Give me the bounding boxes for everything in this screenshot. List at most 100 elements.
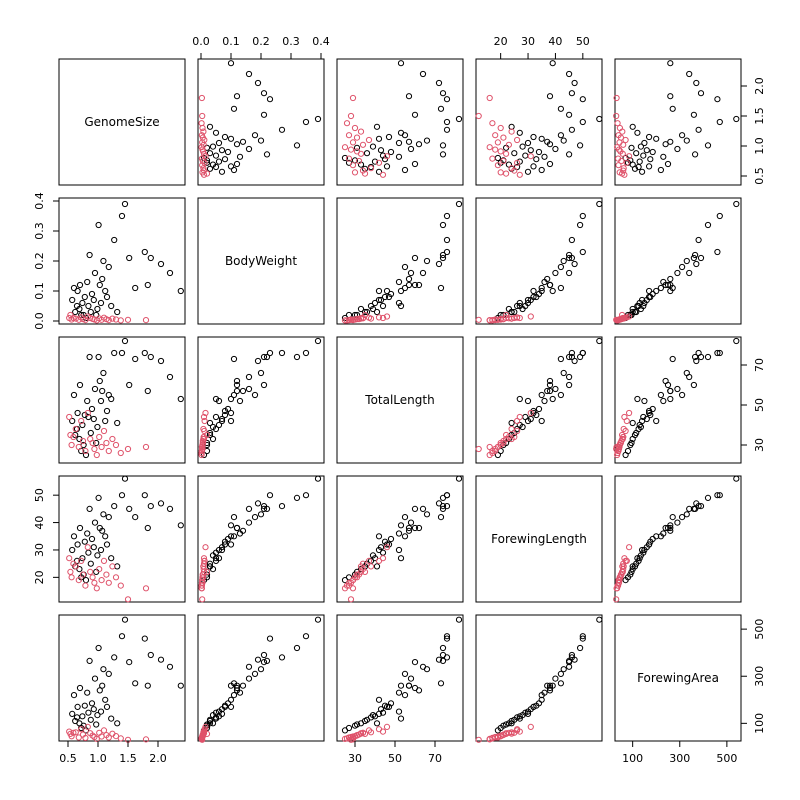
data-point-black — [695, 126, 702, 133]
data-point-black — [251, 132, 259, 139]
panel-frame — [475, 614, 603, 742]
data-point-black — [233, 684, 241, 692]
data-point-black — [218, 417, 226, 425]
data-point-black — [361, 308, 369, 316]
data-point-black — [215, 708, 223, 715]
data-point-black — [494, 727, 501, 734]
data-point-black — [278, 503, 286, 510]
data-point-black — [395, 139, 403, 147]
data-point-black — [692, 251, 699, 259]
x-tick-label: 40 — [548, 35, 562, 48]
data-point-black — [437, 680, 445, 687]
data-point-red — [70, 314, 77, 322]
data-point-red — [84, 723, 91, 731]
data-point-black — [230, 533, 238, 540]
data-point-red — [198, 132, 205, 139]
data-point-black — [84, 278, 91, 286]
data-point-black — [209, 720, 217, 727]
data-point-black — [221, 407, 229, 415]
data-point-black — [369, 712, 377, 719]
data-point-red — [345, 132, 353, 139]
data-point-black — [679, 263, 686, 271]
data-point-black — [85, 302, 92, 310]
data-point-black — [257, 369, 265, 377]
data-point-black — [395, 708, 403, 715]
data-point-black — [415, 141, 423, 148]
data-point-black — [679, 391, 686, 399]
data-point-black — [519, 423, 526, 431]
data-point-black — [245, 373, 253, 381]
data-point-black — [653, 533, 660, 540]
data-point-black — [636, 158, 643, 165]
data-point-black — [546, 281, 554, 289]
data-point-red — [351, 733, 359, 740]
data-point-black — [293, 494, 301, 501]
panel-frame — [475, 336, 603, 464]
data-point-black — [132, 514, 139, 521]
data-point-black — [245, 385, 253, 393]
data-point-black — [74, 703, 81, 711]
data-point-black — [257, 511, 265, 518]
data-point-black — [233, 524, 241, 532]
data-point-black — [397, 129, 405, 136]
data-point-black — [144, 524, 151, 532]
data-point-black — [549, 60, 556, 67]
data-point-black — [144, 387, 151, 395]
data-point-black — [566, 151, 573, 158]
data-point-red — [359, 141, 367, 148]
data-point-black — [669, 355, 676, 363]
data-point-black — [97, 397, 105, 405]
data-point-black — [100, 369, 107, 377]
data-point-black — [401, 263, 409, 271]
data-point-red — [200, 413, 208, 421]
data-point-black — [215, 158, 223, 165]
data-point-black — [227, 533, 235, 540]
data-point-black — [662, 377, 669, 385]
variable-label-genome-size: GenomeSize — [84, 115, 159, 129]
data-point-black — [206, 123, 214, 130]
y-tick-label: 30 — [753, 438, 766, 452]
data-point-black — [549, 287, 556, 295]
data-point-black — [439, 651, 447, 659]
data-point-red — [497, 439, 504, 447]
data-point-red — [200, 128, 207, 135]
data-point-black — [227, 135, 235, 142]
data-point-black — [628, 439, 635, 447]
data-point-red — [375, 314, 383, 321]
data-point-black — [733, 115, 740, 123]
data-point-red — [198, 94, 205, 102]
y-tick-label: 20 — [33, 570, 46, 584]
data-point-red — [112, 733, 120, 740]
data-point-red — [84, 544, 91, 551]
data-point-black — [233, 93, 241, 100]
data-point-black — [118, 349, 126, 357]
data-point-black — [132, 680, 139, 687]
data-point-black — [571, 260, 578, 268]
data-point-black — [524, 397, 532, 405]
data-point-black — [84, 397, 91, 405]
data-point-black — [209, 423, 217, 431]
data-point-red — [201, 427, 208, 435]
data-point-black — [102, 287, 109, 295]
data-point-red — [615, 579, 622, 586]
data-point-black — [70, 533, 78, 540]
data-point-black — [664, 281, 672, 289]
data-point-black — [76, 684, 84, 692]
data-point-black — [505, 161, 512, 168]
data-point-black — [697, 90, 705, 97]
data-point-red — [489, 449, 496, 457]
data-point-black — [568, 90, 576, 97]
data-point-black — [577, 221, 584, 229]
data-point-black — [212, 555, 220, 562]
data-point-red — [357, 128, 365, 135]
data-point-red — [613, 112, 620, 120]
data-point-black — [530, 293, 537, 301]
data-point-black — [121, 200, 129, 208]
data-point-red — [357, 315, 365, 322]
data-point-red — [500, 134, 507, 141]
data-point-black — [230, 692, 238, 699]
data-point-black — [166, 373, 174, 381]
data-point-black — [401, 514, 409, 521]
data-point-black — [144, 682, 151, 689]
data-point-red — [514, 159, 521, 166]
